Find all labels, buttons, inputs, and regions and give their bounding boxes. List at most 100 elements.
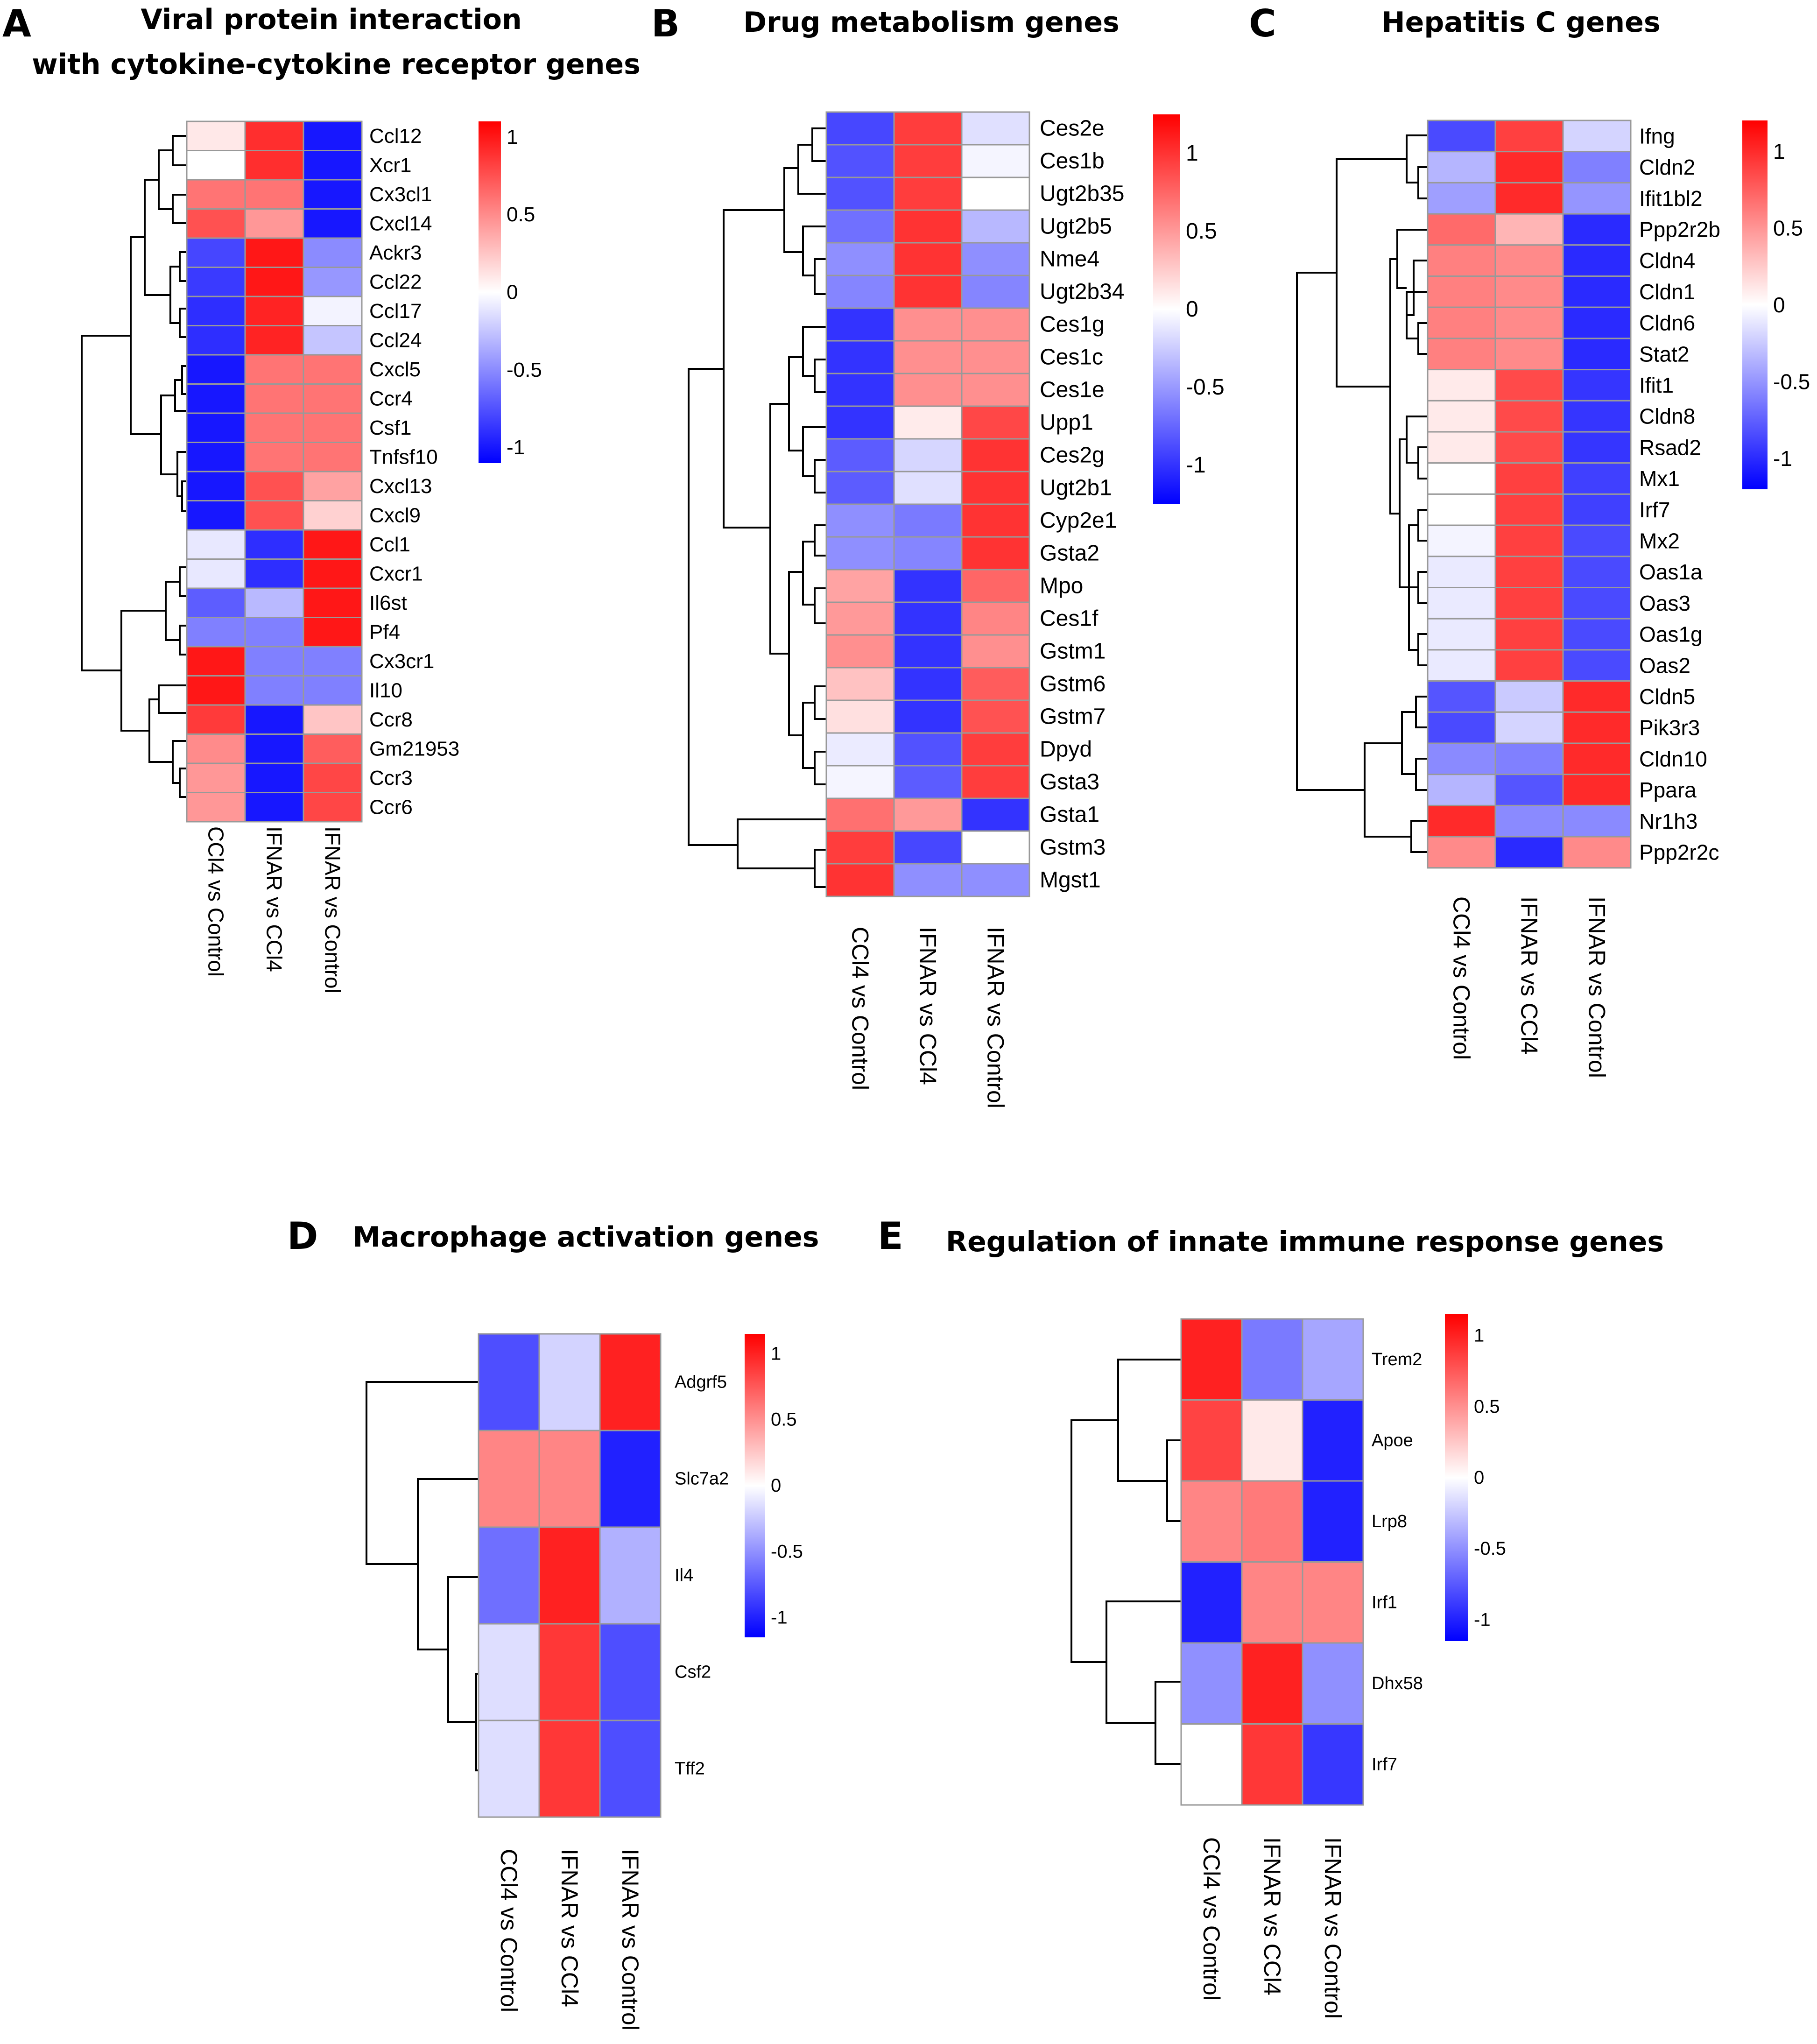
panel-c-row-label-nr1h3: Nr1h3 [1639, 809, 1697, 833]
panel-d-legend-tick-1: 0.5 [771, 1410, 797, 1430]
panel-d-legend-tick-0: 1 [771, 1343, 781, 1364]
panel-letter-c: C [1249, 2, 1276, 45]
panel-letter-a: A [2, 2, 31, 45]
panel-a-cell-cx3cr1-2 [303, 646, 363, 677]
panel-a-cell-ccl22-1 [244, 267, 304, 297]
panel-a-cell-ccl22-0 [186, 267, 246, 297]
panel-b-row-label-cyp2e1: Cyp2e1 [1040, 508, 1117, 533]
panel-b-cell-ugt2b35-1 [893, 176, 963, 211]
panel-a-row-label-il10: Il10 [369, 679, 402, 702]
panel-a-cell-ackr3-2 [303, 237, 363, 268]
panel-e-cell-irf1-1 [1241, 1561, 1303, 1644]
panel-c-row-label-rsad2: Rsad2 [1639, 435, 1701, 459]
panel-c-cell-cldn2-1 [1494, 151, 1564, 183]
panel-b-cell-dpyd-2 [961, 732, 1030, 767]
panel-letter-b: B [651, 2, 680, 45]
panel-a-cells [186, 120, 363, 823]
panel-c-cell-nr1h3-0 [1427, 804, 1496, 838]
panel-c-cell-cldn10-0 [1427, 742, 1496, 775]
panel-b-cell-gsta1-0 [825, 797, 895, 832]
panel-c-row-labels: Ifng Cldn2 Ifit1bl2 Ppp2r2b Cldn4 Cldn1 Cldn6 S… [1639, 124, 1720, 864]
panel-a-row-label-ackr3: Ackr3 [369, 241, 422, 264]
panel-a-cell-cxcl5-1 [244, 354, 304, 385]
panel-c-cell-cldn6-1 [1494, 306, 1564, 339]
panel-d-cell-slc7a2-1 [538, 1430, 601, 1528]
panel-a-color-legend: 1 0.5 0 -0.5 -1 [479, 121, 542, 463]
panel-b-cell-ces1f-1 [893, 601, 963, 636]
panel-d-row-label-adgrf5: Adgrf5 [675, 1373, 727, 1392]
panel-b-row-label-gstm6: Gstm6 [1040, 672, 1106, 697]
panel-c-cell-cldn2-0 [1427, 151, 1496, 183]
panel-a-cell-cxcr1-1 [244, 558, 304, 589]
panel-c-row-label-cldn2: Cldn2 [1639, 155, 1695, 179]
panel-b-row-label-upp1: Upp1 [1040, 410, 1093, 435]
panel-d-row-label-il4: Il4 [675, 1566, 693, 1586]
panel-c-cell-irf7-1 [1494, 493, 1564, 526]
panel-b-row-label-ces1b: Ces1b [1040, 149, 1105, 174]
panel-a-cell-cx3cl1-0 [186, 179, 246, 210]
panel-a-cell-pf4-1 [244, 617, 304, 648]
panel-a-cell-ccr8-0 [186, 704, 246, 735]
panel-b-legend-tick-2: 0 [1186, 297, 1198, 322]
panel-a-legend-tick-2: 0 [507, 281, 518, 304]
panel-c-cell-ppp2r2c-0 [1427, 836, 1496, 869]
panel-e-cell-trem2-2 [1302, 1318, 1364, 1401]
panel-e-title: Regulation of innate immune response gen… [946, 1226, 1664, 1258]
panel-c-cell-ppp2r2b-2 [1562, 213, 1632, 246]
panel-c-cell-cldn8-2 [1562, 400, 1632, 433]
panel-a-row-label-ccr4: Ccr4 [369, 387, 413, 410]
panel-c-cell-oas3-1 [1494, 587, 1564, 620]
panel-a-cell-cx3cr1-0 [186, 646, 246, 677]
panel-d-cell-il4-1 [538, 1526, 601, 1625]
panel-c-row-label-cldn4: Cldn4 [1639, 248, 1695, 273]
panel-a-cell-ccr8-2 [303, 704, 363, 735]
panel-a: A Viral protein interaction with cytokin… [2, 2, 641, 994]
panel-b-cell-gstm7-2 [961, 699, 1030, 734]
panel-c-cell-ifng-1 [1494, 120, 1564, 153]
panel-c-cell-ppara-2 [1562, 774, 1632, 806]
panel-c-cell-stat2-1 [1494, 338, 1564, 371]
panel-c-cell-ifit1-0 [1427, 369, 1496, 402]
panel-c-color-legend: 1 0.5 0 -0.5 -1 [1742, 120, 1810, 489]
panel-d-dendrogram [366, 1381, 479, 1771]
panel-e-column-labels: CCl4 vs Control IFNAR vs CCl4 IFNAR vs Con… [1198, 1837, 1346, 2019]
panel-b-cell-ces1e-0 [825, 373, 895, 407]
panel-a-cell-pf4-2 [303, 617, 363, 648]
panel-b-row-label-ugt2b1: Ugt2b1 [1040, 476, 1112, 500]
panel-c-cell-oas2-0 [1427, 649, 1496, 682]
panel-b-cell-ces2e-0 [825, 111, 895, 146]
panel-a-cell-cxcr1-0 [186, 558, 246, 589]
panel-d-legend-tick-3: -0.5 [771, 1541, 803, 1562]
panel-a-dendrogram [81, 135, 187, 798]
panel-c-cell-cldn8-1 [1494, 400, 1564, 433]
panel-d-cell-slc7a2-2 [599, 1430, 662, 1528]
panel-b-cell-ugt2b34-0 [825, 275, 895, 309]
panel-a-row-label-ccr8: Ccr8 [369, 708, 413, 731]
panel-d-legend-tick-2: 0 [771, 1475, 781, 1496]
panel-a-cell-ccr3-1 [244, 762, 304, 793]
panel-b-cell-gsta3-0 [825, 765, 895, 799]
panel-d-column-labels: CCl4 vs Control IFNAR vs CCl4 IFNAR vs Con… [496, 1849, 643, 2030]
panel-b-cell-gstm6-2 [961, 667, 1030, 701]
panel-a-cell-cxcl13-2 [303, 471, 363, 501]
panel-b-cell-ces2g-0 [825, 438, 895, 472]
panel-e-row-label-dhx58: Dhx58 [1372, 1674, 1423, 1693]
panel-e-cell-irf7-1 [1241, 1723, 1303, 1806]
panel-a-cell-ccr6-1 [244, 792, 304, 823]
panel-e-cell-dhx58-1 [1241, 1642, 1303, 1725]
panel-c-cell-nr1h3-2 [1562, 804, 1632, 838]
panel-c-cells [1427, 120, 1632, 869]
panel-b-cell-gsta2-1 [893, 536, 963, 571]
panel-c-cell-ifit1bl2-1 [1494, 182, 1564, 215]
panel-a-cell-tnfsf10-2 [303, 442, 363, 472]
panel-c-cell-oas1a-1 [1494, 556, 1564, 589]
panel-a-cell-ccl17-1 [244, 296, 304, 326]
panel-d-heatmap-border [478, 1333, 662, 1818]
panel-b-dendrogram [688, 127, 826, 888]
panel-d-column-label-2: IFNAR vs Control [617, 1849, 643, 2030]
panel-c-cell-rsad2-1 [1494, 431, 1564, 464]
panel-d-legend-tick-4: -1 [771, 1607, 788, 1628]
panel-b-row-label-mpo: Mpo [1040, 574, 1083, 599]
panel-c-row-label-oas1g: Oas1g [1639, 622, 1703, 647]
panel-b-cell-ces2g-2 [961, 438, 1030, 472]
